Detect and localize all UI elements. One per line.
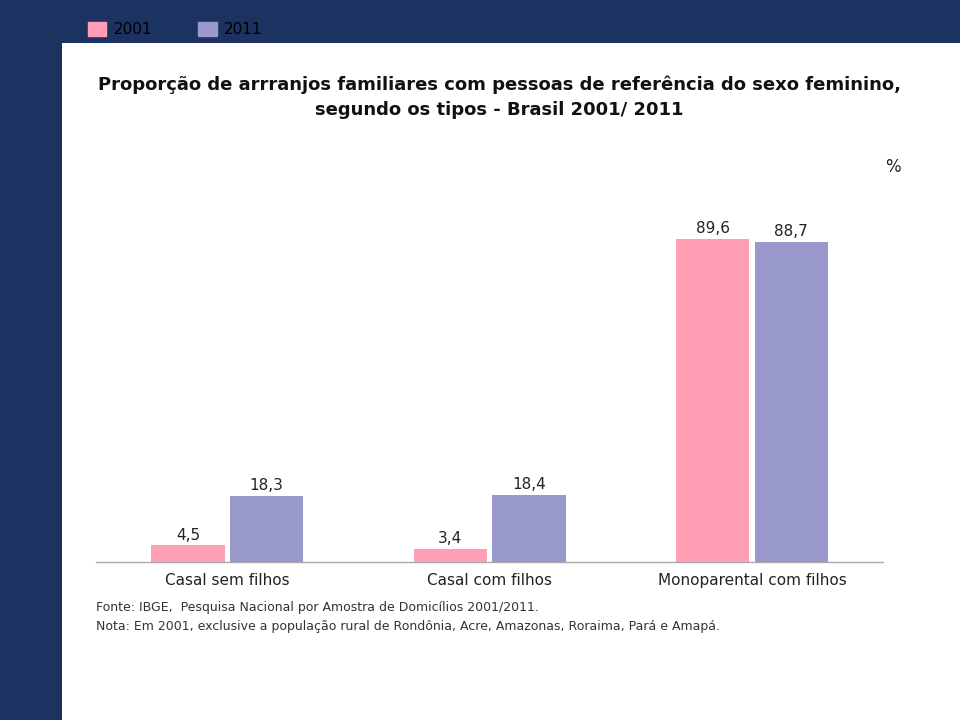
Bar [755, 242, 828, 562]
Bar [229, 495, 303, 562]
Text: 4,5: 4,5 [176, 528, 200, 543]
Text: %: % [885, 158, 900, 176]
Text: 88,7: 88,7 [775, 225, 808, 239]
Text: 18,3: 18,3 [250, 478, 283, 492]
Bar [414, 549, 487, 562]
Bar [492, 495, 565, 562]
Text: 89,6: 89,6 [696, 221, 730, 236]
Bar [676, 239, 750, 562]
Text: 3,4: 3,4 [438, 531, 463, 546]
Text: Proporção de arrranjos familiares com pessoas de referência do sexo feminino,
se: Proporção de arrranjos familiares com pe… [98, 76, 900, 119]
Text: Fonte: IBGE,  Pesquisa Nacional por Amostra de Domicílios 2001/2011.
Nota: Em 20: Fonte: IBGE, Pesquisa Nacional por Amost… [96, 601, 720, 633]
Legend: 2001, 2011: 2001, 2011 [88, 22, 263, 37]
Bar [151, 546, 225, 562]
Text: 18,4: 18,4 [512, 477, 546, 492]
